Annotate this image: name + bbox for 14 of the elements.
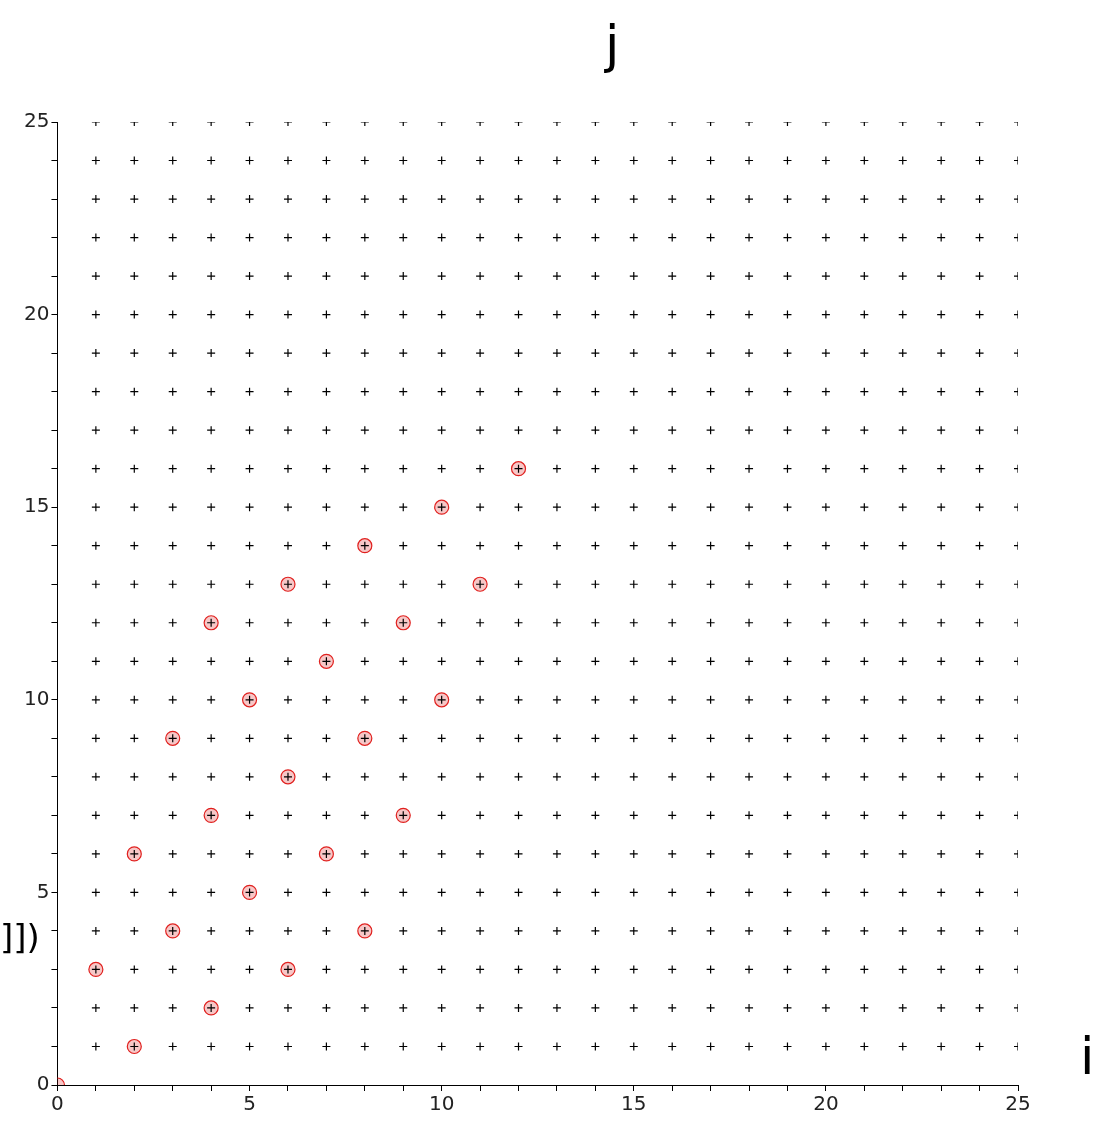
x-axis-title: i [1080, 1026, 1095, 1086]
y-tick-label: 10 [24, 686, 50, 710]
y-tick-label: 15 [24, 493, 50, 518]
y-tick-label: 0 [36, 1071, 50, 1096]
x-tick-label: 15 [621, 1091, 647, 1116]
y-tick-label: 5 [36, 878, 50, 903]
y-tick-label: 20 [24, 300, 50, 325]
x-tick-label: 20 [813, 1091, 839, 1116]
x-tick-label: 10 [428, 1091, 455, 1116]
x-tick-label: 5 [243, 1091, 256, 1116]
y-tick-label: 25 [24, 108, 50, 133]
text: ]]) [0, 917, 40, 957]
x-tick-label: 25 [1005, 1091, 1031, 1116]
y-axis-title: j [605, 14, 620, 74]
